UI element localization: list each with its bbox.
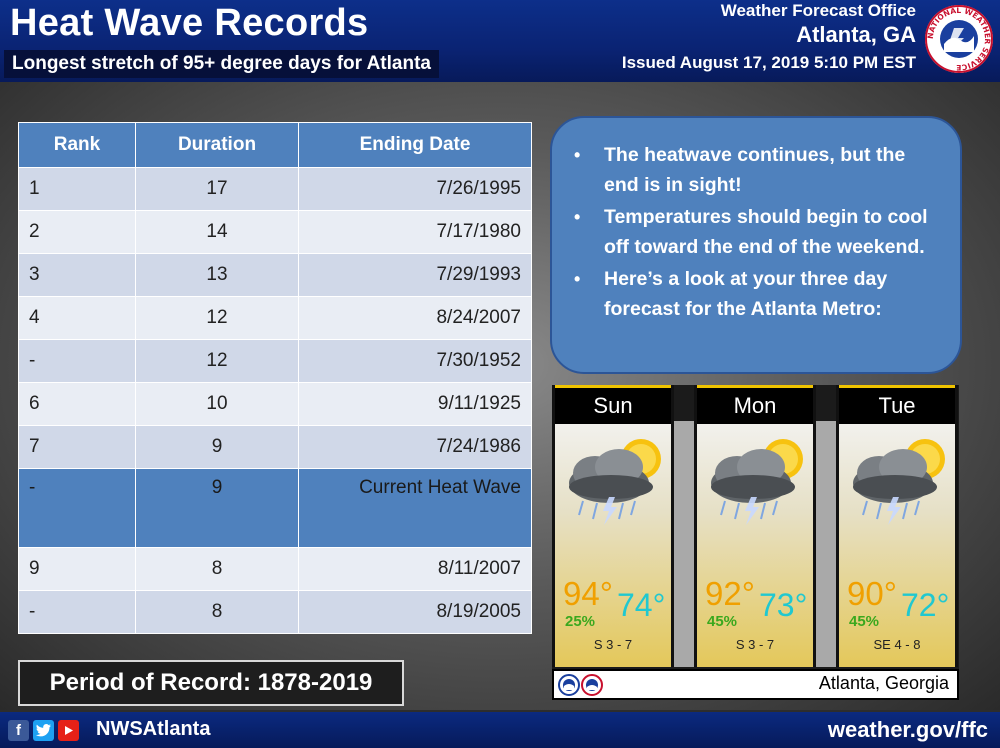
- wind: S 3 - 7: [735, 637, 775, 652]
- office-info: Weather Forecast Office Atlanta, GA Issu…: [622, 0, 916, 73]
- table-row: 9 8 8/11/2007: [18, 547, 532, 591]
- duration-cell: 12: [135, 339, 299, 383]
- duration-cell: 14: [135, 210, 299, 254]
- table-row: - 12 7/30/1952: [18, 339, 532, 383]
- column-divider: [674, 421, 694, 667]
- duration-cell: 10: [135, 382, 299, 426]
- rank-cell: 7: [18, 425, 136, 469]
- ending-date-cell: Current Heat Wave: [298, 468, 532, 548]
- forecast-day-mon: Mon 92° 73° 45% S 3 - 7: [694, 385, 816, 667]
- ending-date-cell: 9/11/1925: [298, 382, 532, 426]
- wind: S 3 - 7: [593, 637, 633, 652]
- forecast-discussion-box: The heatwave continues, but the end is i…: [550, 116, 962, 374]
- three-day-forecast-panel: Sun 94° 74° 25% S 3 - 7 Mon: [552, 385, 959, 700]
- forecast-location: Atlanta, Georgia: [818, 673, 949, 693]
- bullet-list: The heatwave continues, but the end is i…: [552, 118, 960, 324]
- forecast-footer: Atlanta, Georgia: [552, 669, 959, 700]
- table-row-current-heat-wave: - 9 Current Heat Wave: [18, 468, 532, 548]
- rank-cell: 2: [18, 210, 136, 254]
- day-name: Mon: [697, 385, 813, 424]
- low-temp: 73°: [759, 587, 808, 623]
- noaa-nws-logos-icon: [558, 674, 603, 696]
- high-temp: 90°: [847, 575, 897, 612]
- social-handle[interactable]: NWSAtlanta: [96, 718, 211, 740]
- thunderstorm-partly-sunny-icon: [853, 439, 945, 525]
- col-header-ending-date: Ending Date: [298, 122, 532, 168]
- footer-bar: f NWSAtlanta weather.gov/ffc: [0, 712, 1000, 748]
- ending-date-cell: 8/24/2007: [298, 296, 532, 340]
- table-row: 2 14 7/17/1980: [18, 210, 532, 254]
- duration-cell: 9: [135, 468, 299, 548]
- rank-cell: 1: [18, 167, 136, 211]
- ending-date-cell: 7/29/1993: [298, 253, 532, 297]
- table-header-row: Rank Duration Ending Date: [18, 122, 532, 168]
- thunderstorm-partly-sunny-icon: [569, 439, 661, 525]
- day-name: Sun: [555, 385, 671, 424]
- table-row: - 8 8/19/2005: [18, 590, 532, 634]
- duration-cell: 9: [135, 425, 299, 469]
- precip-chance: 25%: [565, 613, 596, 630]
- duration-cell: 12: [135, 296, 299, 340]
- facebook-icon[interactable]: f: [8, 720, 29, 741]
- bullet-item: The heatwave continues, but the end is i…: [574, 140, 940, 200]
- thunderstorm-partly-sunny-icon: [711, 439, 803, 525]
- column-divider: [816, 421, 836, 667]
- rank-cell: 3: [18, 253, 136, 297]
- table-row: 7 9 7/24/1986: [18, 425, 532, 469]
- bullet-item: Here’s a look at your three day forecast…: [574, 264, 940, 324]
- office-location: Atlanta, GA: [796, 22, 916, 47]
- rank-cell: 4: [18, 296, 136, 340]
- duration-cell: 13: [135, 253, 299, 297]
- precip-chance: 45%: [849, 613, 880, 630]
- rank-cell: -: [18, 590, 136, 634]
- rank-cell: -: [18, 339, 136, 383]
- ending-date-cell: 7/26/1995: [298, 167, 532, 211]
- ending-date-cell: 8/19/2005: [298, 590, 532, 634]
- wind: SE 4 - 8: [873, 637, 921, 652]
- page-title: Heat Wave Records: [10, 2, 369, 44]
- forecast-day-tue: Tue 90° 72° 45% SE 4 - 8: [836, 385, 958, 667]
- table-row: 4 12 8/24/2007: [18, 296, 532, 340]
- ending-date-cell: 8/11/2007: [298, 547, 532, 591]
- rank-cell: 9: [18, 547, 136, 591]
- header-banner: Heat Wave Records Longest stretch of 95+…: [0, 0, 1000, 82]
- precip-chance: 45%: [707, 613, 738, 630]
- duration-cell: 8: [135, 590, 299, 634]
- rank-cell: -: [18, 468, 136, 548]
- col-header-rank: Rank: [18, 122, 136, 168]
- ending-date-cell: 7/24/1986: [298, 425, 532, 469]
- duration-cell: 8: [135, 547, 299, 591]
- page-subtitle: Longest stretch of 95+ degree days for A…: [4, 50, 439, 78]
- low-temp: 72°: [901, 587, 950, 623]
- duration-cell: 17: [135, 167, 299, 211]
- high-temp: 94°: [563, 575, 613, 612]
- table-row: 6 10 9/11/1925: [18, 382, 532, 426]
- website-link[interactable]: weather.gov/ffc: [827, 717, 988, 742]
- high-temp: 92°: [705, 575, 755, 612]
- twitter-icon[interactable]: [33, 720, 54, 741]
- day-name: Tue: [839, 385, 955, 424]
- table-row: 3 13 7/29/1993: [18, 253, 532, 297]
- low-temp: 74°: [617, 587, 666, 623]
- youtube-icon[interactable]: [58, 720, 79, 741]
- table-row: 1 17 7/26/1995: [18, 167, 532, 211]
- heat-wave-records-table: Rank Duration Ending Date 1 17 7/26/1995…: [18, 122, 532, 634]
- rank-cell: 6: [18, 382, 136, 426]
- ending-date-cell: 7/30/1952: [298, 339, 532, 383]
- issued-time: Issued August 17, 2019 5:10 PM EST: [621, 53, 916, 72]
- nws-logo-icon: NATIONAL WEATHER SERVICE: [925, 5, 993, 73]
- col-header-duration: Duration: [135, 122, 299, 168]
- period-of-record: Period of Record: 1878-2019: [18, 660, 404, 706]
- ending-date-cell: 7/17/1980: [298, 210, 532, 254]
- forecast-day-sun: Sun 94° 74° 25% S 3 - 7: [552, 385, 674, 667]
- office-name: Weather Forecast Office: [720, 1, 916, 20]
- social-icons: f: [8, 720, 79, 741]
- bullet-item: Temperatures should begin to cool off to…: [574, 202, 940, 262]
